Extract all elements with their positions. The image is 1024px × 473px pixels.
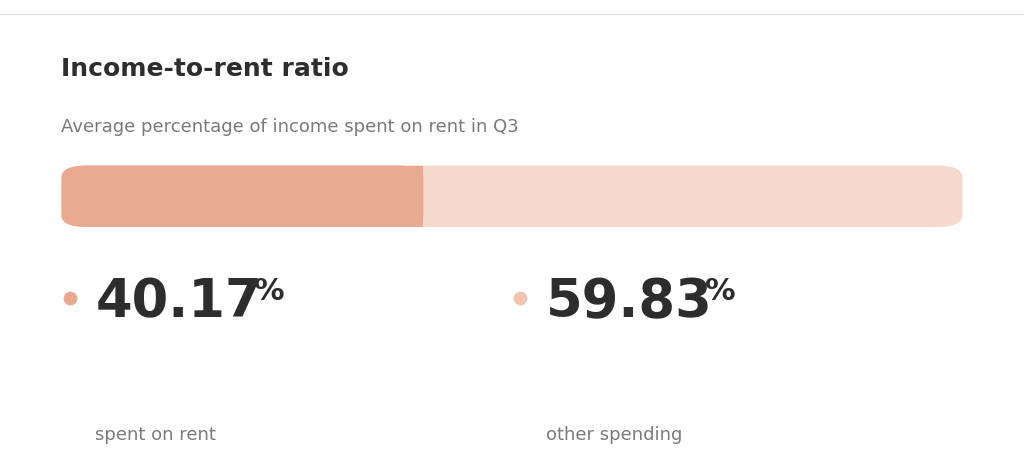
Text: Average percentage of income spent on rent in Q3: Average percentage of income spent on re… xyxy=(61,118,519,136)
Text: 59.83: 59.83 xyxy=(546,277,713,329)
Text: %: % xyxy=(705,277,735,306)
FancyBboxPatch shape xyxy=(61,166,963,227)
Text: other spending: other spending xyxy=(546,426,682,444)
Bar xyxy=(372,166,423,227)
Text: spent on rent: spent on rent xyxy=(95,426,216,444)
Point xyxy=(61,294,78,302)
Text: Income-to-rent ratio: Income-to-rent ratio xyxy=(61,57,349,81)
Point xyxy=(512,294,528,302)
Text: 40.17: 40.17 xyxy=(95,277,262,329)
Text: %: % xyxy=(254,277,285,306)
FancyBboxPatch shape xyxy=(61,166,423,227)
